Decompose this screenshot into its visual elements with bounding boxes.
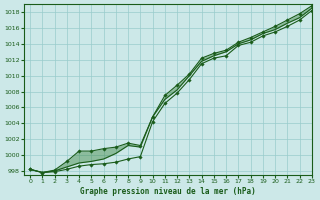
X-axis label: Graphe pression niveau de la mer (hPa): Graphe pression niveau de la mer (hPa): [80, 187, 256, 196]
